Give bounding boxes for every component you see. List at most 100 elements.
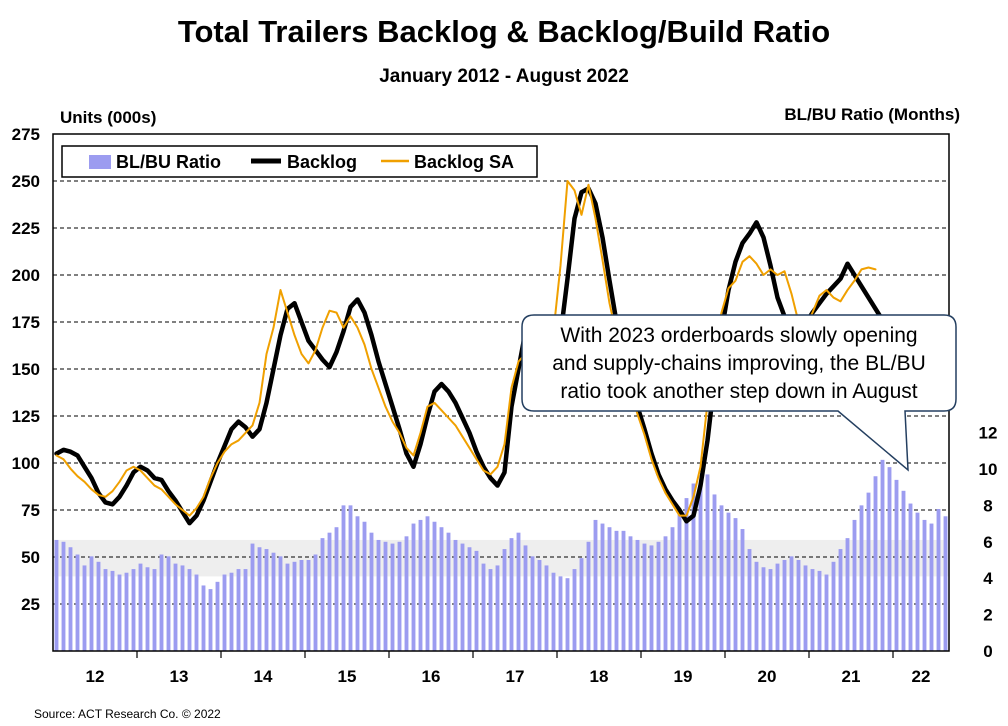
- bar: [607, 527, 612, 651]
- bar: [411, 523, 416, 651]
- bar: [495, 565, 500, 651]
- bar: [418, 519, 423, 651]
- bar: [586, 541, 591, 651]
- bar: [264, 549, 269, 651]
- right-tick-label: 2: [983, 606, 992, 625]
- x-axis: 12 13 14 15 16 17 18 19 20 21 22: [86, 651, 931, 686]
- bar: [670, 527, 675, 651]
- bar: [327, 532, 332, 651]
- x-tick-label: 15: [338, 667, 357, 686]
- legend-label-backlog: Backlog: [287, 152, 357, 172]
- backlog-sa-line: [55, 180, 877, 517]
- bar: [54, 539, 59, 651]
- left-tick-label: 25: [21, 595, 40, 614]
- left-axis: 25 50 75 100 125 150 175 200 225 250 275: [12, 125, 40, 614]
- bar: [285, 563, 290, 651]
- x-tick-label: 12: [86, 667, 105, 686]
- x-tick-label: 20: [758, 667, 777, 686]
- bar: [397, 541, 402, 651]
- line-series: [54, 180, 885, 526]
- left-tick-label: 75: [21, 501, 40, 520]
- bar: [656, 541, 661, 651]
- bar: [278, 556, 283, 651]
- bar: [180, 565, 185, 651]
- bar: [229, 572, 234, 651]
- callout-bubble: [521, 314, 957, 472]
- bar: [691, 483, 696, 651]
- right-tick-label: 12: [979, 424, 998, 443]
- bar: [873, 476, 878, 651]
- bar: [614, 530, 619, 651]
- bar: [761, 567, 766, 651]
- bar: [348, 505, 353, 651]
- bar: [250, 543, 255, 651]
- bar: [768, 569, 773, 651]
- bar: [313, 554, 318, 651]
- bar: [460, 543, 465, 651]
- bar: [936, 509, 941, 651]
- x-tick-label: 19: [674, 667, 693, 686]
- bar: [173, 563, 178, 651]
- left-tick-label: 150: [12, 360, 40, 379]
- backlog-line: [54, 186, 885, 526]
- bar: [432, 521, 437, 651]
- bar: [579, 558, 584, 651]
- left-tick-label: 175: [12, 313, 40, 332]
- bar: [684, 498, 689, 651]
- bar: [712, 494, 717, 651]
- bar: [565, 578, 570, 651]
- bar: [677, 514, 682, 651]
- bar: [817, 570, 822, 651]
- legend-label-blbu: BL/BU Ratio: [116, 152, 221, 172]
- bar: [236, 569, 241, 651]
- bar: [754, 561, 759, 651]
- x-tick-label: 21: [842, 667, 861, 686]
- right-axis: 0 2 4 6 8 10 12: [979, 424, 998, 661]
- right-axis-title: BL/BU Ratio (Months): [784, 105, 960, 124]
- right-tick-label: 4: [983, 569, 993, 588]
- bar: [943, 516, 948, 651]
- bar: [852, 519, 857, 651]
- bar: [390, 543, 395, 651]
- x-tick-label: 22: [912, 667, 931, 686]
- bar: [243, 569, 248, 651]
- left-tick-label: 225: [12, 219, 40, 238]
- bar: [502, 549, 507, 651]
- bar: [719, 505, 724, 651]
- bar: [355, 516, 360, 651]
- bar: [810, 569, 815, 651]
- bar: [544, 565, 549, 651]
- bar: [208, 589, 213, 651]
- bar: [915, 512, 920, 651]
- bar: [530, 556, 535, 651]
- legend-label-backlog-sa: Backlog SA: [414, 152, 514, 172]
- bar: [859, 505, 864, 651]
- bar: [75, 554, 80, 651]
- bar: [110, 570, 115, 651]
- bar: [894, 479, 899, 651]
- bar: [740, 529, 745, 651]
- bar: [404, 536, 409, 651]
- bar: [481, 563, 486, 651]
- bar: [824, 574, 829, 651]
- bar: [621, 530, 626, 651]
- bar: [222, 574, 227, 651]
- bar: [747, 549, 752, 651]
- bar: [369, 532, 374, 651]
- bar: [383, 541, 388, 651]
- bar: [782, 559, 787, 651]
- x-tick-label: 16: [422, 667, 441, 686]
- bar: [649, 545, 654, 651]
- bar: [103, 569, 108, 651]
- legend-swatch-bar: [89, 155, 111, 169]
- bar: [663, 536, 668, 651]
- left-tick-label: 50: [21, 548, 40, 567]
- left-tick-label: 100: [12, 454, 40, 473]
- bar: [922, 519, 927, 651]
- bar: [642, 543, 647, 651]
- bar: [96, 561, 101, 651]
- bar: [376, 539, 381, 651]
- bar: [887, 467, 892, 651]
- x-tick-label: 14: [254, 667, 273, 686]
